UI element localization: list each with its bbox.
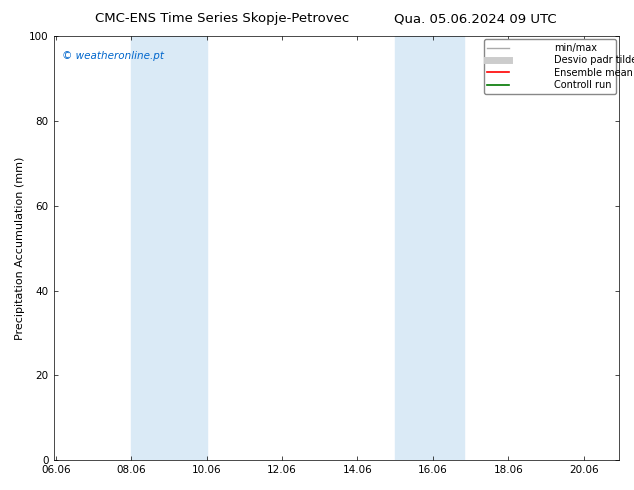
- Y-axis label: Precipitation Accumulation (mm): Precipitation Accumulation (mm): [15, 156, 25, 340]
- Bar: [131, 36, 207, 460]
- Text: CMC-ENS Time Series Skopje-Petrovec: CMC-ENS Time Series Skopje-Petrovec: [94, 12, 349, 25]
- Text: Qua. 05.06.2024 09 UTC: Qua. 05.06.2024 09 UTC: [394, 12, 557, 25]
- Legend: min/max, Desvio padr tilde;o, Ensemble mean run, Controll run: min/max, Desvio padr tilde;o, Ensemble m…: [484, 39, 616, 94]
- Bar: [395, 36, 465, 460]
- Text: © weatheronline.pt: © weatheronline.pt: [62, 51, 164, 61]
